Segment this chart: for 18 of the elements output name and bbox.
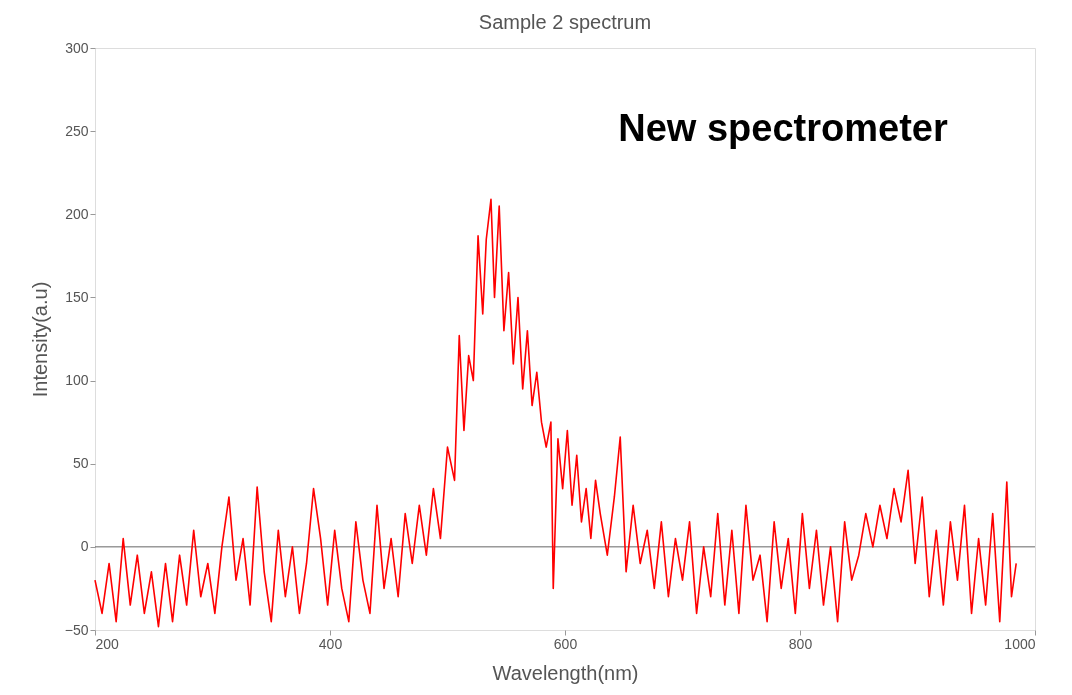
y-tick-label: 200 xyxy=(65,205,89,222)
x-tick-label: 400 xyxy=(318,635,343,652)
line-series xyxy=(94,198,1017,628)
annotation: New spectrometer xyxy=(618,107,948,149)
x-tick-label: 800 xyxy=(788,635,813,652)
y-tick-label: 50 xyxy=(72,455,89,472)
y-tick-label: 100 xyxy=(65,372,89,389)
y-tick-label: 250 xyxy=(65,122,89,139)
x-tick-label: 1000 xyxy=(1004,635,1036,652)
x-tick-label: 600 xyxy=(553,635,578,652)
y-tick-label: 300 xyxy=(65,39,89,56)
y-axis-title: Intensity(a.u) xyxy=(28,281,51,398)
x-tick-label: 200 xyxy=(95,635,120,652)
chart-title: Sample 2 spectrum xyxy=(478,11,652,33)
y-tick-label: −50 xyxy=(64,621,89,638)
y-tick-label: 150 xyxy=(65,288,89,305)
x-axis-title: Wavelength(nm) xyxy=(492,661,639,684)
y-tick-label: 0 xyxy=(80,538,89,555)
